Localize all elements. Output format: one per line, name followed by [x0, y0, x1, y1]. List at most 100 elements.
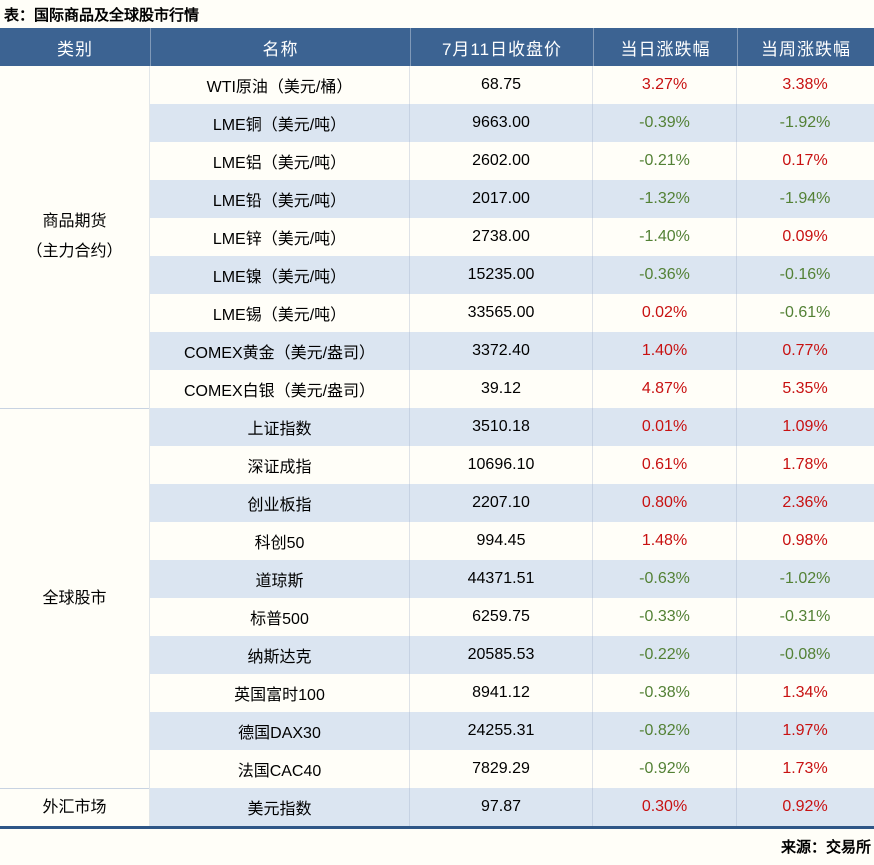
category-label: 商品期货	[42, 213, 107, 231]
cell-name: 美元指数	[247, 801, 312, 818]
cell-name: COMEX白银（美元/盎司）	[183, 383, 376, 400]
cell-day: 1.48%	[592, 522, 736, 560]
cell-week: 1.97%	[736, 712, 873, 750]
table-row: 道琼斯 44371.51 -0.63% -1.02%	[150, 560, 874, 598]
cell-name: LME镍（美元/吨）	[212, 269, 347, 286]
cell-day: 0.61%	[592, 446, 736, 484]
cell-name: LME铝（美元/吨）	[212, 155, 347, 172]
cell-week: 5.35%	[736, 370, 873, 408]
cell-name: 标普500	[250, 611, 309, 628]
cell-week: 1.78%	[736, 446, 873, 484]
cell-week: -1.92%	[736, 104, 873, 142]
cell-name: LME锡（美元/吨）	[212, 307, 347, 324]
cell-day: 0.01%	[592, 408, 736, 446]
cell-week: -0.31%	[736, 598, 873, 636]
cell-name: 深证成指	[247, 459, 312, 476]
table-row: LME铜（美元/吨） 9663.00 -0.39% -1.92%	[150, 104, 874, 142]
table-row: LME铅（美元/吨） 2017.00 -1.32% -1.94%	[150, 180, 874, 218]
table-body: 商品期货 （主力合约） 全球股市外汇市场 WTI原油（美元/桶） 68.75 3.27%…	[0, 66, 874, 826]
cell-close: 2738.00	[409, 218, 592, 256]
cell-week: 0.77%	[736, 332, 873, 370]
cell-name: LME铜（美元/吨）	[212, 117, 347, 134]
category-cell: 外汇市场	[0, 788, 149, 826]
cell-day: -1.32%	[592, 180, 736, 218]
cell-day: -0.82%	[592, 712, 736, 750]
cell-week: 0.09%	[736, 218, 873, 256]
cell-close: 6259.75	[409, 598, 592, 636]
cell-week: 2.36%	[736, 484, 873, 522]
cell-close: 7829.29	[409, 750, 592, 788]
table-row: 创业板指 2207.10 0.80% 2.36%	[150, 484, 874, 522]
cell-name: 道琼斯	[255, 573, 304, 590]
cell-name: 德国DAX30	[238, 725, 321, 742]
cell-week: 0.17%	[736, 142, 873, 180]
cell-name: LME铅（美元/吨）	[212, 193, 347, 210]
table-row: 德国DAX30 24255.31 -0.82% 1.97%	[150, 712, 874, 750]
cell-name: 法国CAC40	[237, 763, 322, 780]
category-column: 商品期货 （主力合约） 全球股市外汇市场	[0, 66, 150, 826]
cell-close: 15235.00	[409, 256, 592, 294]
table-row: LME铝（美元/吨） 2602.00 -0.21% 0.17%	[150, 142, 874, 180]
category-label: 全球股市	[42, 589, 107, 607]
table-row: COMEX白银（美元/盎司） 39.12 4.87% 5.35%	[150, 370, 874, 408]
cell-week: -0.16%	[736, 256, 873, 294]
cell-day: 0.80%	[592, 484, 736, 522]
cell-close: 3372.40	[409, 332, 592, 370]
table-row: 美元指数 97.87 0.30% 0.92%	[150, 788, 874, 826]
table-row: LME锌（美元/吨） 2738.00 -1.40% 0.09%	[150, 218, 874, 256]
cell-week: 1.73%	[736, 750, 873, 788]
table-row: LME镍（美元/吨） 15235.00 -0.36% -0.16%	[150, 256, 874, 294]
table-row: 英国富时100 8941.12 -0.38% 1.34%	[150, 674, 874, 712]
cell-week: 0.92%	[736, 788, 873, 826]
table-row: 法国CAC40 7829.29 -0.92% 1.73%	[150, 750, 874, 788]
cell-close: 24255.31	[409, 712, 592, 750]
cell-name: COMEX黄金（美元/盎司）	[183, 345, 376, 362]
category-label: （主力合约）	[26, 243, 123, 260]
header-close-price: 7月11日收盘价	[410, 28, 593, 66]
cell-week: -0.61%	[736, 294, 873, 332]
quotes-table: 类别 名称 7月11日收盘价 当日涨跌幅 当周涨跌幅 商品期货 （主力合约） 全球股…	[0, 28, 874, 829]
cell-day: -0.38%	[592, 674, 736, 712]
cell-close: 20585.53	[409, 636, 592, 674]
header-week-change: 当周涨跌幅	[737, 28, 874, 66]
cell-close: 2207.10	[409, 484, 592, 522]
cell-name: 科创50	[254, 535, 305, 552]
page-title: 表：国际商品及全球股市行情	[4, 7, 200, 24]
cell-close: 994.45	[409, 522, 592, 560]
cell-close: 10696.10	[409, 446, 592, 484]
cell-week: 3.38%	[736, 66, 873, 104]
table-header-row: 类别 名称 7月11日收盘价 当日涨跌幅 当周涨跌幅	[0, 28, 874, 66]
cell-day: -0.92%	[592, 750, 736, 788]
table-row: LME锡（美元/吨） 33565.00 0.02% -0.61%	[150, 294, 874, 332]
table-row: WTI原油（美元/桶） 68.75 3.27% 3.38%	[150, 66, 874, 104]
data-rows: WTI原油（美元/桶） 68.75 3.27% 3.38% LME铜（美元/吨） 9663…	[150, 66, 874, 826]
cell-close: 39.12	[409, 370, 592, 408]
cell-name: 纳斯达克	[247, 649, 312, 666]
table-row: 深证成指 10696.10 0.61% 1.78%	[150, 446, 874, 484]
cell-close: 9663.00	[409, 104, 592, 142]
cell-close: 2602.00	[409, 142, 592, 180]
cell-name: 英国富时100	[234, 687, 325, 704]
cell-close: 33565.00	[409, 294, 592, 332]
table-row: 上证指数 3510.18 0.01% 1.09%	[150, 408, 874, 446]
table-row: 纳斯达克 20585.53 -0.22% -0.08%	[150, 636, 874, 674]
cell-week: -0.08%	[736, 636, 873, 674]
cell-day: -0.36%	[592, 256, 736, 294]
header-day-change: 当日涨跌幅	[593, 28, 737, 66]
cell-close: 97.87	[409, 788, 592, 826]
cell-day: -1.40%	[592, 218, 736, 256]
header-name: 名称	[150, 28, 410, 66]
table-row: 科创50 994.45 1.48% 0.98%	[150, 522, 874, 560]
cell-week: 1.34%	[736, 674, 873, 712]
cell-close: 44371.51	[409, 560, 592, 598]
cell-week: 0.98%	[736, 522, 873, 560]
source-note: 来源：交易所	[780, 839, 871, 856]
cell-close: 8941.12	[409, 674, 592, 712]
cell-close: 68.75	[409, 66, 592, 104]
cell-day: -0.21%	[592, 142, 736, 180]
cell-day: 0.30%	[592, 788, 736, 826]
cell-day: 0.02%	[592, 294, 736, 332]
cell-day: -0.63%	[592, 560, 736, 598]
cell-name: LME锌（美元/吨）	[212, 231, 347, 248]
